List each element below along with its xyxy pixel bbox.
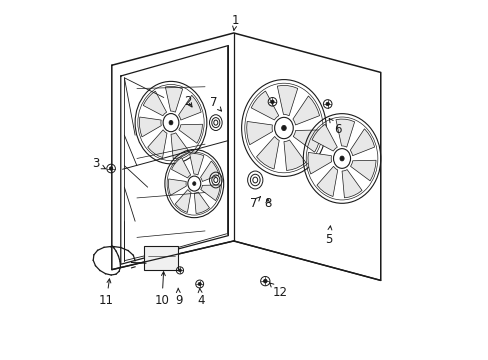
Polygon shape (200, 161, 219, 181)
Polygon shape (143, 91, 166, 116)
Ellipse shape (169, 120, 173, 125)
Polygon shape (335, 119, 354, 147)
Polygon shape (139, 117, 161, 137)
Polygon shape (178, 95, 201, 120)
Text: 3: 3 (92, 157, 105, 170)
Polygon shape (168, 179, 186, 195)
Polygon shape (350, 160, 375, 181)
Polygon shape (292, 96, 319, 125)
Polygon shape (246, 121, 272, 145)
Circle shape (270, 100, 274, 104)
Polygon shape (179, 124, 202, 143)
Text: 11: 11 (99, 279, 114, 307)
Text: 9: 9 (174, 288, 182, 307)
Polygon shape (284, 140, 305, 171)
Text: 4: 4 (197, 288, 204, 307)
Text: 8: 8 (264, 197, 271, 210)
Circle shape (325, 102, 329, 106)
Text: 7: 7 (249, 197, 260, 210)
Polygon shape (189, 154, 203, 175)
Text: 10: 10 (154, 272, 169, 307)
Circle shape (263, 279, 266, 283)
Text: 5: 5 (325, 226, 332, 246)
Polygon shape (171, 133, 189, 159)
Polygon shape (147, 130, 166, 158)
Polygon shape (349, 129, 374, 156)
Polygon shape (194, 192, 209, 213)
Ellipse shape (339, 156, 344, 161)
Polygon shape (341, 170, 361, 198)
Ellipse shape (281, 125, 285, 131)
Text: 12: 12 (269, 283, 287, 300)
Ellipse shape (192, 182, 196, 185)
Text: 6: 6 (328, 118, 341, 136)
Circle shape (198, 282, 201, 285)
Circle shape (109, 167, 113, 170)
Text: 1: 1 (231, 14, 239, 30)
Polygon shape (165, 86, 183, 112)
Polygon shape (171, 158, 190, 178)
Polygon shape (311, 124, 337, 151)
Polygon shape (316, 166, 337, 197)
Polygon shape (277, 85, 297, 116)
Circle shape (178, 269, 181, 272)
Polygon shape (175, 189, 191, 212)
FancyBboxPatch shape (144, 246, 178, 270)
Polygon shape (307, 152, 331, 174)
Polygon shape (293, 130, 321, 152)
Polygon shape (256, 136, 279, 169)
Text: 2: 2 (183, 95, 192, 108)
Polygon shape (251, 91, 278, 120)
Polygon shape (200, 185, 220, 201)
Text: 7: 7 (210, 96, 221, 111)
